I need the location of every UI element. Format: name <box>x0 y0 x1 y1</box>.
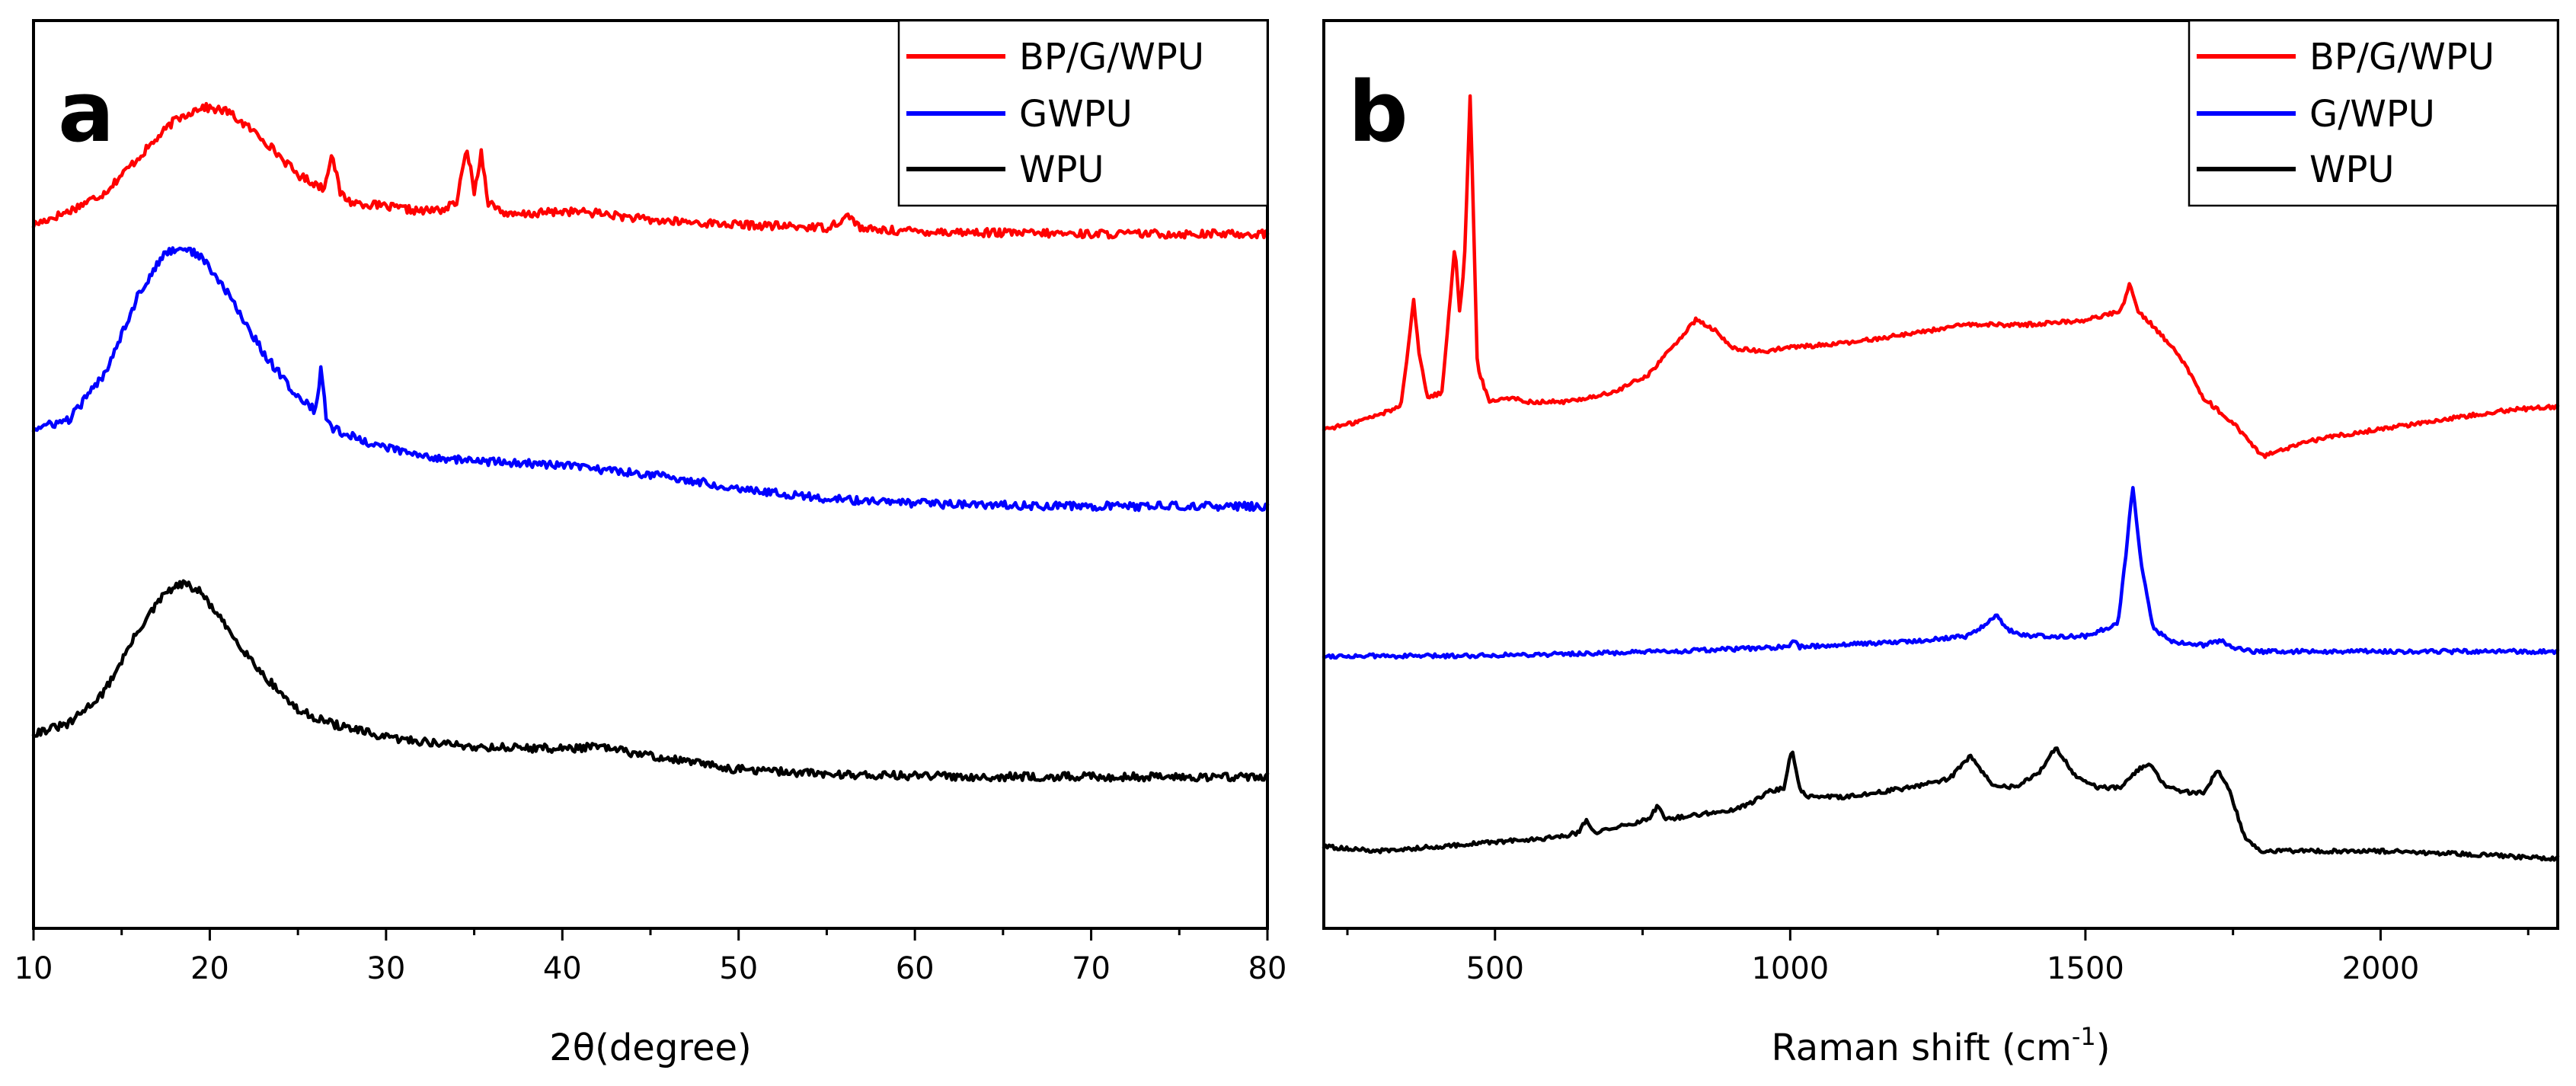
legend-label-a-gwpu: GWPU <box>1019 93 1133 136</box>
plot-area-a <box>31 101 1270 783</box>
series-a-gwpu <box>31 246 1270 513</box>
x-ticks-b: 500 1000 1500 2000 <box>1346 928 2530 986</box>
x-tick-label-a: 20 <box>190 951 229 986</box>
legend-b: BP/G/WPU G/WPU WPU <box>2188 19 2559 207</box>
series-b-wpu <box>1322 746 2560 862</box>
panel-label-b: b <box>1348 63 1408 161</box>
panel-label-a: a <box>58 63 114 161</box>
x-tick-label-a: 50 <box>719 951 758 986</box>
series-b-bpgwpu <box>1322 94 2560 459</box>
x-axis-title-a: 2θ(degree) <box>549 1027 752 1069</box>
x-axis-title-b-suffix: ) <box>2096 1027 2111 1069</box>
x-axis-title-b-main: Raman shift (cm <box>1772 1027 2072 1069</box>
series-b-gwpu <box>1322 486 2560 660</box>
plot-area-b <box>1322 94 2560 862</box>
legend-label-b-gwpu: G/WPU <box>2309 93 2435 136</box>
series-a-bpgwpu <box>31 101 1270 240</box>
x-tick-label-a: 30 <box>366 951 405 986</box>
x-tick-label-a: 10 <box>14 951 53 986</box>
x-tick-label-b: 1000 <box>1751 951 1829 986</box>
x-axis-title-b: Raman shift (cm-1) <box>1772 1022 2111 1069</box>
x-ticks-a: 10 20 30 40 50 60 70 80 <box>14 928 1287 986</box>
legend-label-b-bpgwpu: BP/G/WPU <box>2309 36 2495 78</box>
x-tick-label-b: 500 <box>1466 951 1524 986</box>
panel-b: 500 1000 1500 2000 b Raman shift (cm-1) BP/… <box>1322 19 2560 1069</box>
x-tick-label-b: 2000 <box>2342 951 2420 986</box>
x-axis-title-b-superscript: -1 <box>2072 1022 2096 1051</box>
x-tick-label-a: 70 <box>1072 951 1111 986</box>
x-tick-label-a: 80 <box>1248 951 1287 986</box>
legend-label-a-bpgwpu: BP/G/WPU <box>1019 36 1204 78</box>
x-tick-label-a: 60 <box>896 951 935 986</box>
x-tick-label-a: 40 <box>543 951 582 986</box>
legend-label-a-wpu: WPU <box>1019 149 1104 191</box>
legend-a: BP/G/WPU GWPU WPU <box>897 19 1269 207</box>
legend-label-b-wpu: WPU <box>2309 149 2395 191</box>
panel-a: 10 20 30 40 50 60 70 80 a 2θ(degree) BP/G/WPU G… <box>14 19 1287 1069</box>
series-a-wpu <box>31 579 1270 783</box>
x-tick-label-b: 1500 <box>2047 951 2124 986</box>
axis-frame-b <box>1322 19 2559 930</box>
